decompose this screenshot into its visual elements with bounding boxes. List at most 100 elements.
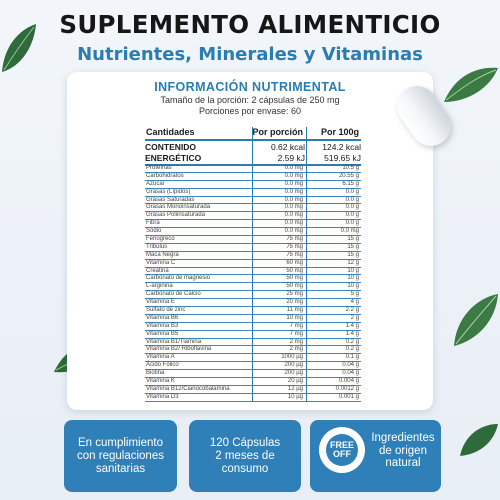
badge-capsules-text: 120 Cápsulas 2 meses de consumo <box>209 436 281 475</box>
nutrient-name: Vitamina D3 <box>146 393 179 400</box>
nutrient-name: Carbonato de magnesio <box>146 275 211 282</box>
nutrient-name: Vitamina A <box>146 354 175 361</box>
per-serving-value: 60 mg <box>286 259 303 266</box>
per-100g-value: 0.0012 g <box>335 385 359 392</box>
table-row: Azúcar 0.0 mg 6.15 g <box>145 181 361 189</box>
table-row: Vitamina B1/Tiamina 2 mg 0.2 g <box>145 339 361 347</box>
nutrient-name: Grasas Saturadas <box>146 196 195 203</box>
table-row: Tribulus 75 mg 15 g <box>145 244 361 252</box>
table-row: Maca Negra 75 mg 15 g <box>145 252 361 260</box>
header-rule <box>145 139 361 141</box>
nutrient-table-body: Proteínas 0.0 mg 10.5 g Carbohidratos 0.0 mg… <box>145 165 361 402</box>
table-row: Vitamina B5 7 mg 1.4 g <box>145 331 361 339</box>
nutrient-name: Biotina <box>146 370 165 377</box>
nutrient-name: Carbonato de Calcio <box>146 291 201 298</box>
per-100g-value: 5 g <box>350 291 359 298</box>
leaf-top-left-icon <box>2 24 36 72</box>
nutrient-name: Vitamina C <box>146 259 176 266</box>
leaf-top-right-icon <box>444 67 498 102</box>
table-row: Grasas Poliinsaturada 0.0 mg 0.0 g <box>145 212 361 221</box>
per-serving-value: 50 mg <box>286 275 303 282</box>
per-serving-value: 11 mg <box>286 307 303 314</box>
table-row: Grasas Saturadas 0.0 mg 0.0 g <box>145 197 361 205</box>
table-row: Creatina 50 mg 10 g <box>145 268 361 276</box>
per-serving-value: 20 mg <box>286 299 303 306</box>
leaf-mid-right-icon <box>454 294 498 346</box>
page-subtitle: Nutrientes, Minerales y Vitaminas <box>77 44 423 65</box>
table-row: Sulfato de zinc 11 mg 2.2 g <box>145 307 361 315</box>
energy-per-100g: 124.2 kcal 519.65 kJ <box>322 142 361 163</box>
per-serving-value: 0.0 mg <box>284 228 303 235</box>
nutrient-name: Fenogreco <box>146 236 175 243</box>
table-row: Vitamina A 1000 µg 0.1 g <box>145 354 361 363</box>
per-serving-value: 0.0 mg <box>284 220 303 227</box>
servings-per-container: Porciones por envase: 60 <box>198 105 302 116</box>
nutrient-name: Vitamina B1/Tiamina <box>146 338 202 345</box>
table-row: Vitamina E 20 mg 4 g <box>145 299 361 308</box>
nutrient-name: Sodio <box>146 228 162 235</box>
per-serving-value: 200 µg <box>284 370 303 377</box>
per-100g-value: 10 g <box>347 275 359 282</box>
nutrient-name: Proteínas <box>146 165 172 171</box>
per-serving-value: 1000 µg <box>281 354 303 361</box>
per-100g-value: 6.15 g <box>342 180 359 187</box>
per-serving-value: 75 mg <box>286 251 303 258</box>
nutrient-name: Vitamina B12/Cianocobalamina <box>146 385 230 392</box>
per-100g-value: 15 g <box>347 251 359 258</box>
free-seal-text: FREE OFF <box>326 434 358 466</box>
per-100g-value: 20.55 g <box>338 172 359 179</box>
header-por-porcion: Por porción <box>252 127 303 137</box>
per-100g-value: 2.2 g <box>345 307 359 314</box>
nutrient-name: Fibra <box>146 220 160 227</box>
table-row: L-arginina 50 mg 10 g <box>145 283 361 292</box>
badge-regulation: En cumplimiento con regulaciones sanitar… <box>64 420 177 492</box>
per-100g-value: 1.4 g <box>345 330 359 337</box>
energy-kj-serving: 2.59 kJ <box>277 152 305 163</box>
badge-capsules: 120 Cápsulas 2 meses de consumo <box>189 420 301 492</box>
per-100g-value: 0.2 g <box>345 338 359 345</box>
nutrient-name: Grasas (Lípidos) <box>146 188 191 195</box>
energy-kj-100g: 519.65 kJ <box>324 152 361 163</box>
nutrient-name: Vitamina B6 <box>146 314 179 321</box>
energy-rule <box>145 164 361 166</box>
per-serving-value: 200 µg <box>284 362 303 369</box>
per-serving-value: 25 mg <box>286 291 303 298</box>
table-row: Vitamina B2/ Riboflavina 2 mg 0.2 g <box>145 346 361 355</box>
per-serving-value: 7 mg <box>289 330 303 337</box>
nutrient-name: Creatina <box>146 267 169 274</box>
per-serving-value: 10 µg <box>287 393 303 400</box>
per-100g-value: 10 g <box>347 283 359 290</box>
per-100g-value: 0.0 g <box>345 220 359 227</box>
per-100g-value: 0.0 g <box>345 212 359 219</box>
header-cantidades: Cantidades <box>146 127 195 137</box>
per-100g-value: 0.04 g <box>342 362 359 369</box>
per-serving-value: 20 µg <box>287 378 303 385</box>
per-100g-value: 10.5 g <box>342 165 359 171</box>
column-divider-1 <box>252 127 253 402</box>
per-100g-value: 12 g <box>347 259 359 266</box>
table-row: Vitamina B12/Cianocobalamina 12 µg 0.0012 … <box>145 386 361 394</box>
per-100g-value: 15 g <box>347 243 359 250</box>
table-row: Vitamina B3 7 mg 1.4 g <box>145 323 361 331</box>
energy-label: CONTENIDO ENERGÉTICO <box>145 142 202 163</box>
table-row: Ácido Fólico 200 µg 0.04 g <box>145 362 361 371</box>
table-row: Sodio 0.0 mg 0.0 mg <box>145 228 361 237</box>
per-serving-value: 7 mg <box>289 322 303 329</box>
per-100g-value: 0.1 g <box>345 354 359 361</box>
nutrient-name: Ácido Fólico <box>146 362 179 369</box>
per-100g-value: 0.0 g <box>345 204 359 211</box>
per-serving-value: 75 mg <box>286 236 303 243</box>
free-seal-icon: FREE OFF <box>319 427 365 473</box>
table-row: Vitamina D3 10 µg 0.001 g <box>145 394 361 402</box>
serving-info: Tamaño de la porción: 2 cápsulas de 250 … <box>67 95 433 116</box>
table-row: Biotina 200 µg 0.04 g <box>145 370 361 379</box>
per-serving-value: 0.0 mg <box>284 172 303 179</box>
per-100g-value: 1.4 g <box>345 322 359 329</box>
per-serving-value: 0.0 mg <box>284 180 303 187</box>
leaf-bottom-right-icon <box>460 424 498 456</box>
per-100g-value: 0.001 g <box>338 393 359 400</box>
nutrient-name: Vitamina B2/ Riboflavina <box>146 346 212 353</box>
nutrient-name: Vitamina K <box>146 378 175 385</box>
per-serving-value: 0.0 mg <box>284 204 303 211</box>
per-100g-value: 0.0 g <box>345 196 359 203</box>
